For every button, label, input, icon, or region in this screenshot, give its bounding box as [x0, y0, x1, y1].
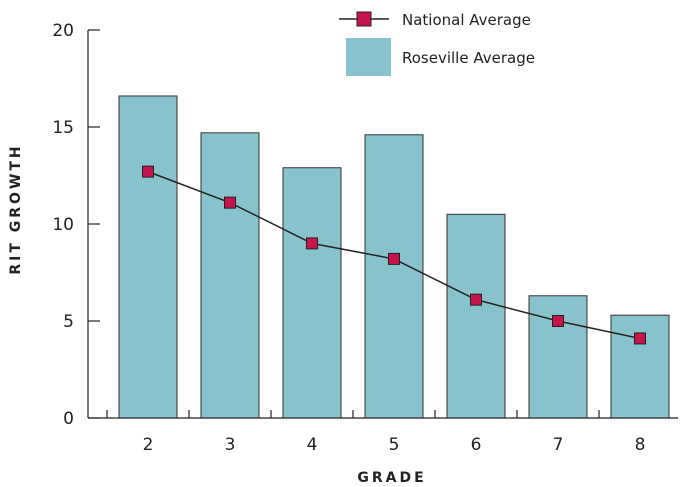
national-average-point-grade-2	[142, 165, 154, 178]
x-tick-label: 4	[307, 435, 318, 455]
legend-label-roseville: Roseville Average	[402, 49, 535, 67]
legend-label-national: National Average	[402, 11, 531, 29]
national-average-point-grade-3	[224, 196, 236, 209]
x-tick-label: 7	[553, 435, 564, 455]
x-tick-label: 8	[635, 435, 646, 455]
bar-grade-6	[446, 213, 506, 419]
bar-grade-7	[528, 295, 588, 419]
legend-marker-swatch	[356, 11, 372, 27]
national-average-point-grade-6	[470, 293, 482, 306]
x-tick-label: 2	[143, 435, 154, 455]
bar-grade-4	[282, 167, 342, 419]
legend: National Average Roseville Average	[339, 11, 535, 76]
national-average-point-grade-7	[552, 315, 564, 327]
national-average-point-grade-8	[634, 332, 646, 345]
y-tick-label: 10	[52, 215, 74, 235]
y-axis-title: RIT GROWTH	[8, 143, 24, 274]
y-tick-label: 5	[63, 312, 74, 332]
y-ticks: 0 5 10 15 20	[52, 21, 100, 429]
x-ticks: 2 3 4 5 6 7 8	[106, 410, 646, 455]
national-average-point-grade-5	[388, 252, 400, 265]
y-tick-label: 15	[52, 118, 74, 138]
x-tick-label: 5	[389, 435, 400, 455]
legend-bar-swatch	[346, 38, 391, 76]
bar-grade-5	[364, 134, 424, 419]
bar-grade-8	[610, 314, 670, 419]
x-tick-label: 6	[471, 435, 482, 455]
line-series	[142, 165, 646, 345]
bar-grade-2	[118, 95, 178, 419]
y-tick-label: 20	[52, 21, 74, 41]
bar-grade-3	[200, 132, 260, 419]
national-average-point-grade-4	[306, 237, 318, 250]
x-tick-label: 3	[225, 435, 236, 455]
y-tick-label: 0	[63, 409, 74, 429]
x-axis-title: GRADE	[357, 470, 426, 486]
